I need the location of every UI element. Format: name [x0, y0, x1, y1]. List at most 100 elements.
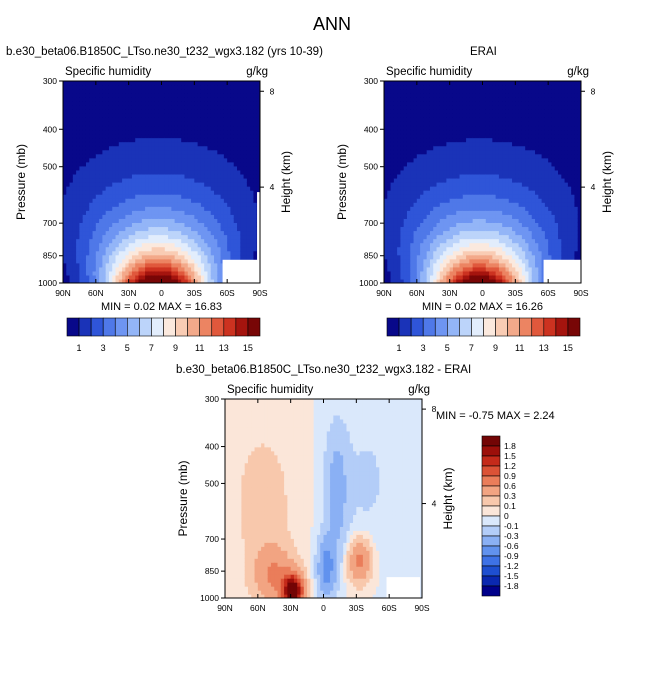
contour-cell — [148, 182, 153, 187]
contour-cell — [243, 109, 248, 114]
contour-cell — [138, 258, 143, 264]
contour-cell — [253, 169, 258, 175]
contour-cell — [214, 182, 218, 187]
contour-cell — [220, 117, 225, 122]
contour-cell — [148, 105, 153, 110]
contour-cell — [413, 206, 418, 211]
contour-cell — [472, 278, 477, 283]
contour-cell — [151, 194, 156, 199]
contour-cell — [89, 113, 94, 118]
contour-cell — [479, 129, 484, 135]
contour-cell — [462, 173, 467, 179]
contour-cell — [105, 182, 110, 187]
contour-cell — [112, 238, 117, 244]
contour-cell — [220, 278, 225, 283]
contour-cell — [161, 274, 166, 280]
contour-cell — [479, 242, 484, 248]
contour-cell — [433, 266, 438, 272]
contour-cell — [158, 250, 163, 256]
contour-cell — [125, 230, 130, 236]
contour-cell — [459, 234, 464, 240]
contour-cell — [99, 93, 103, 98]
contour-cell — [63, 129, 67, 135]
contour-cell — [204, 141, 209, 147]
contour-cell — [82, 137, 87, 143]
contour-cell — [217, 226, 222, 232]
contour-cell — [125, 113, 130, 118]
contour-cell — [118, 206, 123, 211]
contour-cell — [82, 113, 87, 118]
contour-cell — [479, 157, 484, 163]
contour-cell — [145, 89, 149, 94]
contour-cell — [158, 270, 163, 276]
contour-cell — [187, 121, 192, 127]
contour-cell — [214, 161, 218, 167]
contour-cell — [462, 85, 467, 90]
contour-cell — [482, 121, 487, 127]
contour-cell — [204, 101, 209, 106]
contour-cell — [168, 133, 172, 139]
contour-cell — [462, 145, 467, 151]
contour-cell — [498, 206, 503, 211]
contour-cell — [246, 173, 251, 179]
contour-cell — [69, 173, 74, 179]
contour-cell — [452, 133, 457, 139]
contour-cell — [95, 141, 100, 147]
contour-cell — [181, 234, 186, 240]
contour-cell — [390, 129, 395, 135]
contour-cell — [502, 278, 507, 283]
contour-cell — [420, 165, 424, 171]
contour-cell — [230, 145, 235, 151]
contour-cell — [122, 101, 126, 106]
contour-cell — [85, 89, 90, 94]
contour-cell — [214, 246, 218, 252]
contour-cell — [145, 206, 149, 211]
contour-cell — [76, 214, 81, 219]
contour-cell — [184, 165, 189, 171]
contour-cell — [72, 278, 77, 283]
contour-cell — [72, 165, 77, 171]
contour-cell — [489, 258, 493, 264]
contour-cell — [102, 81, 107, 86]
contour-cell — [413, 226, 418, 232]
contour-cell — [115, 234, 120, 240]
contour-cell — [387, 226, 392, 232]
contour-cell — [466, 125, 470, 131]
contour-cell — [125, 270, 130, 276]
contour-cell — [187, 101, 192, 106]
contour-cell — [403, 222, 408, 228]
contour-cell — [436, 194, 441, 199]
contour-cell — [204, 97, 209, 102]
contour-cell — [194, 81, 199, 86]
contour-cell — [237, 242, 241, 248]
contour-cell — [184, 177, 189, 183]
contour-cell — [220, 190, 225, 195]
contour-cell — [390, 242, 395, 248]
contour-cell — [452, 266, 457, 272]
contour-cell — [250, 85, 255, 90]
contour-cell — [502, 270, 507, 276]
contour-cell — [194, 254, 199, 260]
contour-cell — [403, 89, 408, 94]
contour-cell — [174, 105, 179, 110]
contour-cell — [459, 242, 464, 248]
contour-cell — [462, 234, 467, 240]
contour-cell — [174, 222, 179, 228]
contour-cell — [72, 258, 77, 264]
contour-cell — [420, 157, 424, 163]
contour-cell — [400, 153, 405, 159]
contour-cell — [387, 113, 392, 118]
contour-cell — [210, 262, 215, 268]
contour-cell — [456, 173, 461, 179]
contour-cell — [246, 157, 251, 163]
contour-cell — [125, 153, 130, 159]
contour-cell — [253, 226, 258, 232]
contour-cell — [250, 242, 255, 248]
contour-cell — [148, 274, 153, 280]
contour-cell — [420, 161, 424, 167]
contour-cell — [204, 89, 209, 94]
contour-cell — [105, 165, 110, 171]
contour-cell — [439, 129, 444, 135]
